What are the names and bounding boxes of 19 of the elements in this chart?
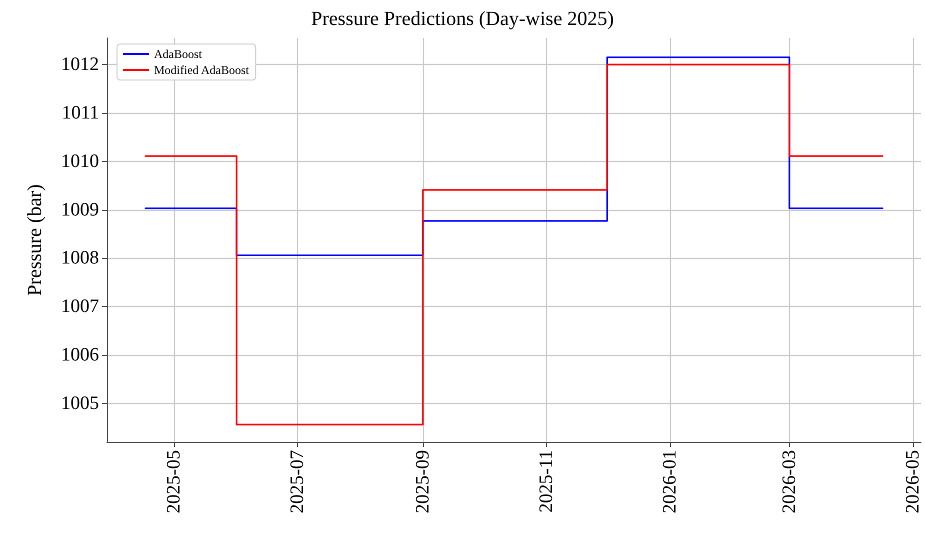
y-tick-label: 1008 — [61, 248, 99, 269]
y-tick-label: 1012 — [61, 54, 99, 76]
x-tick-label: 2025-09 — [412, 450, 434, 514]
y-tick-label: 1009 — [61, 199, 99, 220]
x-tick-label: 2026-03 — [778, 450, 800, 514]
chart-title: Pressure Predictions (Day-wise 2025) — [311, 8, 614, 30]
x-tick-label: 2026-05 — [902, 450, 924, 514]
y-tick-label: 1005 — [61, 392, 99, 414]
x-tick-label: 2025-05 — [163, 450, 184, 514]
y-tick-label: 1007 — [61, 296, 99, 318]
legend-label: AdaBoost — [154, 47, 203, 61]
x-tick-label: 2025-11 — [536, 450, 557, 513]
x-tick-label: 2025-07 — [286, 450, 308, 514]
y-tick-label: 1010 — [61, 150, 99, 172]
legend-label: Modified AdaBoost — [154, 63, 250, 77]
y-tick-label: 1011 — [62, 102, 99, 124]
x-tick-label: 2026-01 — [659, 450, 680, 514]
y-axis-title: Pressure (bar) — [24, 184, 46, 296]
y-tick-label: 1006 — [61, 344, 99, 366]
